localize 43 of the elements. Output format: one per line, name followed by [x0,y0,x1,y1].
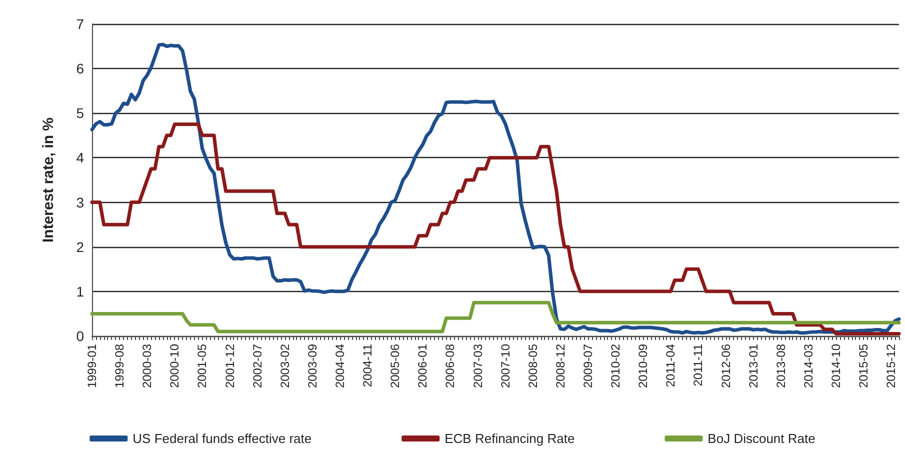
x-tick-label: 1999-01 [85,344,99,388]
x-tick-label: 2008-12 [553,344,568,388]
y-tick-label: 1 [76,283,84,300]
x-tick-label: 2009-07 [581,344,596,388]
x-tick-label: 2003-09 [305,344,320,388]
x-tick-label: 2013-08 [774,344,788,388]
line-series [90,300,901,334]
legend-label: ECB Refinancing Rate [444,431,575,446]
x-tick-label: 2012-06 [718,344,733,388]
x-tick-label: 2001-12 [222,344,237,388]
x-tick-label: 2011-11 [691,344,706,386]
x-tick-label: 2014-03 [801,344,816,388]
y-tick-label: 4 [76,150,84,166]
x-tick-label: 2007-03 [470,344,485,388]
x-tick-label: 2005-06 [388,344,402,388]
x-tick-label: 2011-04 [664,344,678,388]
x-tick-label: 2004-11 [360,344,375,388]
y-tick-label: 7 [76,16,84,32]
x-tick-label: 2015-12 [884,344,898,388]
x-tick-label: 2015-05 [856,344,871,388]
x-tick-label: 2013-01 [746,344,760,388]
x-tick-label: 2006-01 [416,344,430,388]
x-tick-label: 2010-09 [636,344,650,388]
x-tick-label: 2008-05 [526,344,540,388]
y-tick-label: 6 [76,60,84,77]
y-tick-label: 3 [76,194,84,210]
legend-label: US Federal funds effective rate [132,431,312,446]
x-tick-label: 2003-02 [278,344,292,388]
x-tick-label: 2014-10 [829,344,844,388]
y-tick-label: 2 [76,238,84,255]
x-tick-label: 2000-10 [168,344,182,388]
legend-label: BoJ Discount Rate [708,431,816,446]
x-tick-label: 2004-04 [333,344,348,388]
x-tick-label: 2002-07 [250,344,264,388]
x-tick-label: 2001-05 [195,344,210,388]
x-tick-label: 2000-03 [140,344,154,388]
y-tick-label: 5 [76,105,84,122]
x-tick-label: 2006-08 [443,344,458,388]
x-tick-label: 1999-08 [112,344,127,388]
y-axis-title: Interest rate, in % [40,117,57,243]
x-tick-label: 2010-02 [608,344,623,388]
x-tick-label: 2007-10 [498,344,512,388]
y-tick-label: 0 [76,328,84,344]
